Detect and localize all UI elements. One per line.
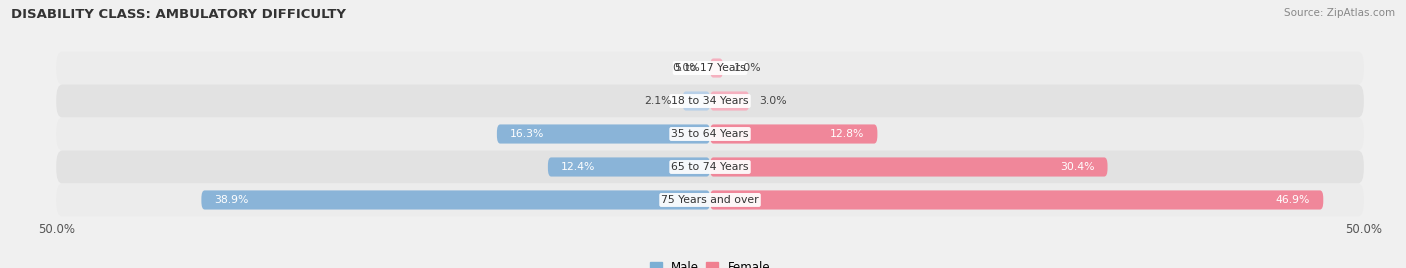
Text: 35 to 64 Years: 35 to 64 Years <box>671 129 749 139</box>
FancyBboxPatch shape <box>56 184 1364 217</box>
FancyBboxPatch shape <box>201 190 710 210</box>
Text: 38.9%: 38.9% <box>215 195 249 205</box>
Text: 3.0%: 3.0% <box>759 96 787 106</box>
Text: 1.0%: 1.0% <box>734 63 761 73</box>
FancyBboxPatch shape <box>56 51 1364 84</box>
Text: 30.4%: 30.4% <box>1060 162 1094 172</box>
Legend: Male, Female: Male, Female <box>645 256 775 268</box>
Text: 46.9%: 46.9% <box>1275 195 1310 205</box>
Text: 12.8%: 12.8% <box>830 129 865 139</box>
FancyBboxPatch shape <box>710 157 1108 177</box>
FancyBboxPatch shape <box>56 151 1364 184</box>
Text: 16.3%: 16.3% <box>510 129 544 139</box>
FancyBboxPatch shape <box>56 84 1364 117</box>
FancyBboxPatch shape <box>710 190 1323 210</box>
Text: 0.0%: 0.0% <box>672 63 700 73</box>
Text: DISABILITY CLASS: AMBULATORY DIFFICULTY: DISABILITY CLASS: AMBULATORY DIFFICULTY <box>11 8 346 21</box>
Text: 5 to 17 Years: 5 to 17 Years <box>675 63 745 73</box>
FancyBboxPatch shape <box>710 58 723 78</box>
Text: 12.4%: 12.4% <box>561 162 595 172</box>
FancyBboxPatch shape <box>682 91 710 111</box>
FancyBboxPatch shape <box>496 124 710 144</box>
Text: Source: ZipAtlas.com: Source: ZipAtlas.com <box>1284 8 1395 18</box>
Text: 18 to 34 Years: 18 to 34 Years <box>671 96 749 106</box>
Text: 65 to 74 Years: 65 to 74 Years <box>671 162 749 172</box>
FancyBboxPatch shape <box>710 124 877 144</box>
FancyBboxPatch shape <box>548 157 710 177</box>
Text: 2.1%: 2.1% <box>644 96 672 106</box>
FancyBboxPatch shape <box>56 117 1364 151</box>
Text: 75 Years and over: 75 Years and over <box>661 195 759 205</box>
FancyBboxPatch shape <box>710 91 749 111</box>
